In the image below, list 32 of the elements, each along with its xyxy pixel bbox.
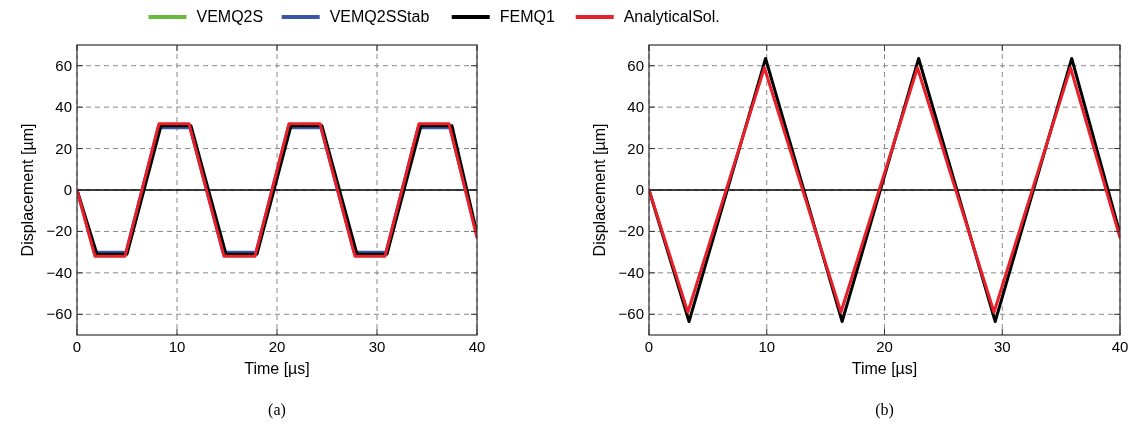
x-axis-title: Time [µs] [244,360,310,377]
legend-label: VEMQ2SStab [329,8,430,25]
x-tick-label: 40 [1111,338,1129,355]
y-axis-title: Displacement [µm] [19,123,36,257]
text: (a) [268,401,286,419]
x-tick-label: 20 [268,338,286,355]
y-tick-label: 0 [635,181,644,198]
legend-label: FEMQ1 [499,8,555,25]
y-tick-label: 60 [55,56,72,74]
x-tick-label: 20 [876,338,893,355]
y-tick-label: −60 [46,305,72,323]
legend-label: AnalyticalSol. [623,8,720,25]
y-tick-label: 20 [627,139,644,157]
x-tick-label: 30 [368,338,386,355]
x-tick-label: 10 [168,338,186,355]
legend-label: VEMQ2S [196,8,264,25]
y-tick-label: 60 [627,56,644,74]
text: (b) [875,401,894,419]
y-tick-label: 20 [55,139,72,157]
y-tick-label: −20 [618,222,644,240]
x-tick-label: 10 [758,338,776,355]
x-axis-title: Time [µs] [851,360,918,377]
y-tick-label: 40 [627,98,644,116]
y-tick-label: 0 [63,181,72,198]
y-tick-label: −60 [618,305,644,323]
x-tick-label: 40 [468,338,486,355]
y-axis-title: Displacement [µm] [591,123,608,257]
y-tick-label: −20 [46,222,72,240]
y-tick-label: −40 [46,263,72,281]
y-tick-label: 40 [55,98,72,116]
x-tick-label: 30 [993,338,1011,355]
y-tick-label: −40 [618,263,644,281]
